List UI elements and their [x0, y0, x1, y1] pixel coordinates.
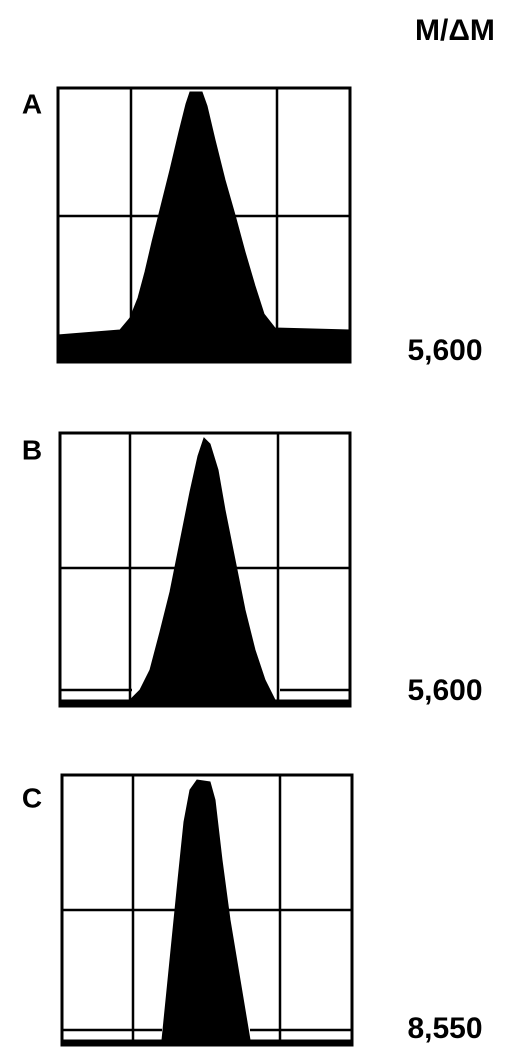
header-title: M/ΔM [415, 14, 495, 47]
frame [58, 431, 352, 708]
panel-label: C [22, 782, 42, 813]
resolution: 5,600 [407, 674, 482, 707]
resolution: 5,600 [407, 334, 482, 367]
panel-a: A 5,600 [22, 86, 483, 367]
panel-c: C 8,550 [22, 773, 483, 1047]
frame [60, 773, 354, 1047]
panel-label: A [22, 88, 42, 119]
panel-b: B 5,600 [22, 431, 483, 708]
resolution: 8,550 [407, 1012, 482, 1045]
peak [61, 779, 353, 1046]
panel-label: B [22, 434, 42, 465]
frame [56, 86, 352, 364]
peak [57, 91, 351, 363]
peak [59, 437, 351, 707]
